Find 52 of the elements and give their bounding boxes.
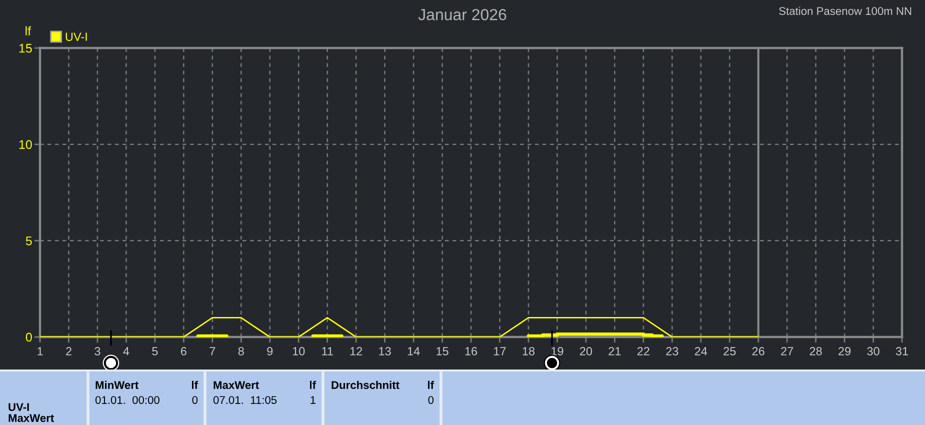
- y-tick-label: 15: [19, 44, 32, 53]
- y-axis-title: lf: [26, 26, 32, 36]
- y-tick-label: 5: [26, 236, 32, 246]
- x-tick-label: 5: [152, 347, 158, 356]
- x-tick-label: 22: [637, 347, 650, 356]
- text: MaxWert: [8, 414, 54, 422]
- x-tick-label: 7: [210, 347, 216, 356]
- chart-subtitle: Station Pasenow 100m NN: [779, 6, 912, 15]
- x-tick-label: 28: [810, 347, 822, 356]
- x-tick-label: 25: [724, 347, 736, 356]
- x-tick-label: 9: [267, 347, 273, 356]
- x-tick-label: 30: [867, 347, 880, 356]
- text: 07.01. 11:05: [213, 396, 277, 404]
- x-tick-label: 2: [66, 347, 72, 356]
- x-tick-label: 26: [752, 347, 764, 356]
- x-tick-label: 20: [580, 347, 592, 356]
- x-tick-label: 16: [465, 347, 478, 356]
- text: lf: [428, 380, 434, 389]
- chart-title: Januar 2026: [418, 8, 506, 20]
- x-tick-label: 13: [379, 347, 391, 356]
- text: 0: [428, 396, 434, 404]
- text: lf: [310, 380, 316, 389]
- legend-label: UV-I: [66, 32, 87, 41]
- x-tick-label: 1: [38, 347, 43, 356]
- x-tick-label: 14: [408, 347, 420, 356]
- y-tick-label: 0: [26, 332, 32, 342]
- text: lf: [192, 380, 198, 389]
- x-tick-label: 11: [322, 347, 333, 356]
- x-tick-label: 29: [838, 347, 851, 356]
- text: UV-I: [8, 403, 29, 411]
- text: Durchschnitt: [332, 380, 400, 389]
- x-tick-label: 4: [123, 347, 130, 356]
- x-tick-label: 3: [94, 347, 100, 356]
- x-tick-label: 27: [781, 347, 794, 356]
- x-tick-label: 21: [608, 347, 621, 356]
- text: MinWert: [96, 380, 138, 389]
- x-tick-label: 15: [436, 347, 448, 356]
- y-tick-label: 10: [19, 140, 32, 149]
- text: MaxWert: [214, 381, 259, 389]
- x-tick-label: 17: [494, 347, 506, 356]
- text: 1: [310, 396, 316, 404]
- x-tick-label: 8: [238, 347, 244, 356]
- text: 01.01. 00:00: [95, 396, 160, 404]
- x-tick-label: 24: [694, 347, 708, 356]
- x-tick-label: 10: [292, 347, 305, 356]
- x-tick-label: 23: [666, 347, 678, 356]
- x-tick-label: 31: [896, 347, 908, 356]
- x-tick-label: 12: [350, 347, 362, 356]
- x-tick-label: 19: [552, 347, 564, 356]
- x-tick-label: 6: [180, 347, 186, 356]
- x-tick-label: 18: [522, 347, 535, 356]
- text: 0: [192, 396, 198, 404]
